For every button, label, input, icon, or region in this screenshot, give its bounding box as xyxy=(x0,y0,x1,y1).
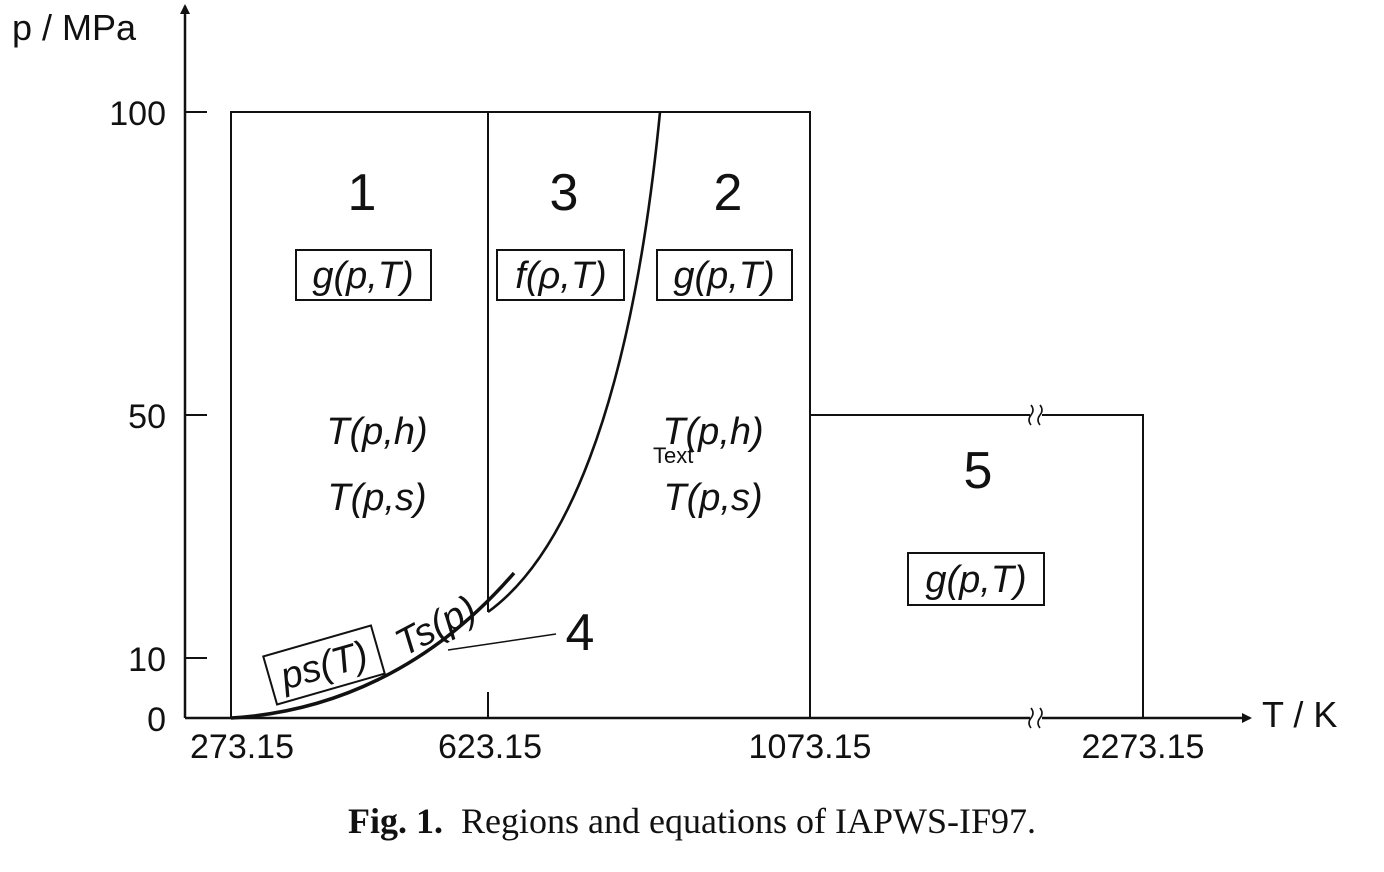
y-axis-label: p / MPa xyxy=(12,7,137,48)
break-mark-bottom xyxy=(1028,707,1043,729)
region-2-backward-ph: T(p,h) xyxy=(662,411,763,453)
caption-figure-number: Fig. 1. xyxy=(348,801,444,841)
y-tick-label-50: 50 xyxy=(128,398,166,436)
region-2-number: 2 xyxy=(714,164,743,222)
region-2-equation-box xyxy=(656,249,793,301)
region-3-equation-box xyxy=(496,249,625,301)
region-2-3-boundary-curve xyxy=(487,111,662,614)
x-tick-label-273: 273.15 xyxy=(190,728,294,766)
y-tick-label-10: 10 xyxy=(128,641,166,679)
region-2-equation: g(p,T) xyxy=(673,255,774,297)
x-tick-label-2273: 2273.15 xyxy=(1082,728,1205,766)
region-2-backward-ps: T(p,s) xyxy=(663,477,762,519)
region-5-equation: g(p,T) xyxy=(925,559,1026,601)
region-1-backward-ph: T(p,h) xyxy=(326,411,427,453)
saturation-temperature-label: Ts(p) xyxy=(389,588,484,665)
caption-text: Regions and equations of IAPWS-IF97. xyxy=(461,801,1036,841)
x-tick-label-1073: 1073.15 xyxy=(749,728,872,766)
saturation-curve xyxy=(230,571,516,720)
region-1-equation-box xyxy=(295,249,432,301)
region-4-number: 4 xyxy=(566,604,595,662)
figure-caption: Fig. 1. Regions and equations of IAPWS-I… xyxy=(0,800,1384,842)
x-axis-label: T / K xyxy=(1262,694,1337,735)
y-tick-label-0: 0 xyxy=(147,701,166,739)
region-5-number: 5 xyxy=(964,442,993,500)
region-4-leader-line xyxy=(447,633,557,651)
region-1-backward-ps: T(p,s) xyxy=(327,477,426,519)
region-1-number: 1 xyxy=(348,164,377,222)
region-5-equation-box xyxy=(907,552,1045,606)
region-5-boundary xyxy=(810,414,1144,718)
saturation-pressure-box: ps(T) xyxy=(262,624,386,706)
y-tick-label-100: 100 xyxy=(109,95,166,133)
region-3-equation: f(ρ,T) xyxy=(515,255,606,297)
region-1-equation: g(p,T) xyxy=(312,255,413,297)
x-tick-label-623: 623.15 xyxy=(438,728,542,766)
region-3-number: 3 xyxy=(550,164,579,222)
break-mark-top xyxy=(1028,404,1043,426)
iapws-regions-diagram: p / MPa T / K 100 50 10 0 273.15 623.15 … xyxy=(12,4,1337,766)
stray-text-label: Text xyxy=(653,443,693,468)
